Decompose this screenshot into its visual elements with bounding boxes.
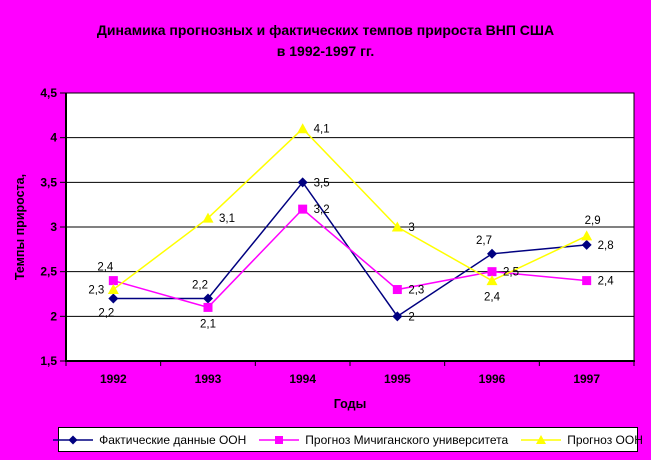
legend-item: Прогноз Мичиганского университета — [259, 433, 508, 447]
legend-item: Фактические данные ООН — [53, 433, 246, 447]
data-point-marker — [391, 221, 403, 232]
data-point-marker — [582, 276, 592, 286]
y-tick-label: 3,5 — [40, 175, 57, 189]
x-tick-label: 1992 — [100, 372, 127, 386]
data-label: 2,7 — [476, 235, 492, 247]
data-label: 2,8 — [598, 240, 614, 252]
data-point-marker — [581, 230, 593, 241]
y-tick-label: 1,5 — [40, 354, 57, 368]
legend-item-label: Фактические данные ООН — [99, 432, 247, 447]
data-point-marker — [486, 275, 498, 286]
data-point-marker — [298, 204, 308, 214]
legend-item: Прогноз ООН — [521, 433, 643, 447]
data-point-marker — [392, 311, 403, 322]
diamond-legend-marker-icon — [53, 435, 94, 444]
data-point-marker — [297, 177, 308, 188]
data-point-marker — [392, 285, 402, 295]
chart-title-line2: в 1992-1997 гг. — [276, 43, 375, 59]
data-label: 3 — [408, 222, 414, 234]
data-label: 4,1 — [314, 124, 330, 136]
square-legend-marker-icon — [259, 435, 300, 444]
data-point-marker — [203, 302, 213, 312]
x-tick-label: 1997 — [573, 372, 600, 386]
data-point-marker — [108, 276, 118, 286]
data-point-marker — [297, 123, 309, 134]
data-point-marker — [487, 267, 497, 277]
x-tick-label: 1994 — [289, 372, 316, 386]
data-label: 2,1 — [200, 318, 216, 330]
data-point-marker — [203, 293, 213, 304]
x-axis-title: Годы — [333, 397, 367, 411]
data-label: 2,3 — [88, 285, 104, 297]
legend: Фактические данные ООН Прогноз Мичиганско… — [53, 427, 643, 452]
data-label: 3,1 — [219, 213, 235, 225]
triangle-legend-marker-icon — [521, 434, 562, 444]
data-point-marker — [202, 212, 214, 223]
data-point-marker — [487, 248, 497, 259]
legend-item-label: Прогноз Мичиганского университета — [305, 432, 509, 447]
data-label: 2,3 — [408, 285, 424, 297]
data-label: 2,4 — [484, 292, 501, 304]
data-label: 3,5 — [314, 177, 330, 189]
data-label: 2,5 — [503, 267, 519, 279]
data-point-marker — [581, 239, 592, 250]
y-tick-label: 3 — [50, 220, 57, 234]
data-label: 2,2 — [192, 279, 208, 291]
data-point-marker — [108, 293, 119, 304]
data-label: 2,2 — [98, 307, 114, 319]
y-tick-label: 2 — [50, 309, 57, 323]
y-tick-label: 4,5 — [40, 86, 57, 100]
x-tick-label: 1996 — [479, 372, 506, 386]
data-label: 2,4 — [598, 276, 615, 288]
data-label: 2 — [408, 311, 414, 323]
x-tick-label: 1993 — [195, 372, 222, 386]
data-label: 2,9 — [585, 215, 601, 227]
data-point-marker — [107, 284, 119, 295]
legend-item-label: Прогноз ООН — [567, 432, 643, 447]
x-tick-label: 1995 — [384, 372, 411, 386]
y-tick-label: 4 — [50, 131, 57, 145]
chart-title: Динамика прогнозных и фактических темпов… — [0, 20, 651, 62]
chart-title-line1: Динамика прогнозных и фактических темпов… — [96, 22, 555, 38]
y-axis-title: Темпы прироста, — [13, 173, 27, 281]
data-label: 3,2 — [314, 204, 330, 216]
y-tick-label: 2,5 — [40, 265, 57, 279]
data-label: 2,4 — [97, 262, 114, 274]
series-line-2 — [112, 127, 587, 291]
